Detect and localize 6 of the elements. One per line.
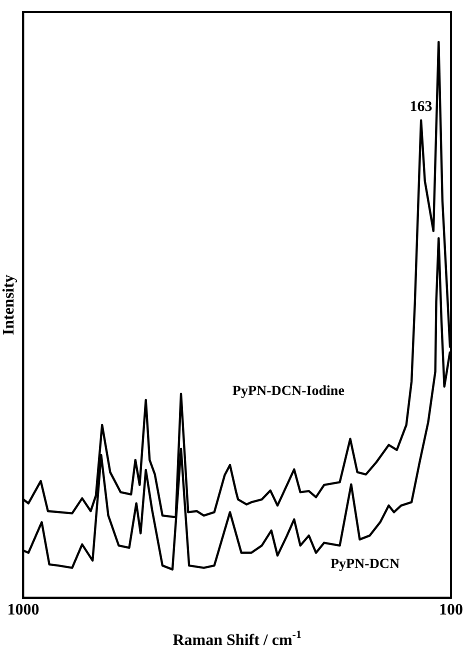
x-tick-label: 1000: [7, 602, 40, 619]
annotation: 163: [410, 98, 432, 115]
y-axis-title: Intensity: [0, 274, 18, 336]
x-tick-label: 100: [439, 602, 463, 619]
series-label: PyPN-DCN: [330, 557, 400, 572]
text: PyPN-DCN-Iodine: [232, 384, 344, 400]
